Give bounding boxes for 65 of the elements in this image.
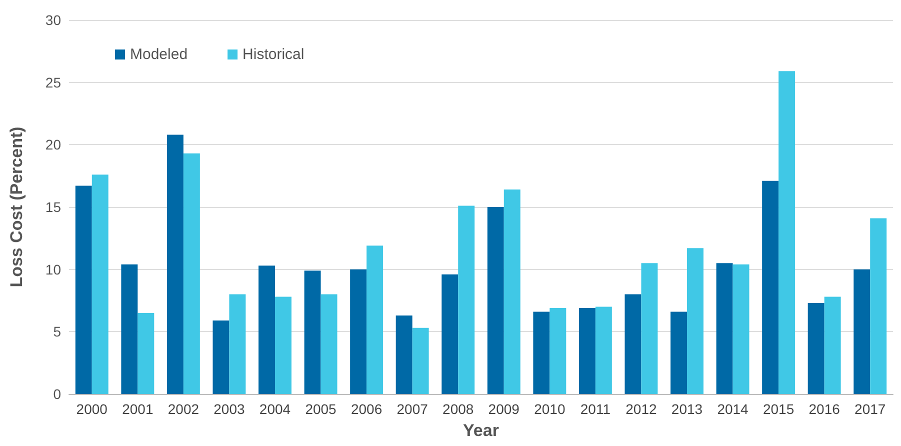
x-tick-label: 2004	[259, 401, 291, 417]
bar	[641, 263, 658, 394]
bar	[595, 306, 612, 394]
bar	[732, 264, 750, 394]
bar	[92, 174, 108, 394]
bar	[624, 294, 642, 394]
bar	[166, 134, 184, 394]
y-tick-label: 5	[53, 324, 62, 340]
bar	[442, 274, 458, 394]
bar	[716, 263, 733, 394]
bar	[304, 270, 321, 394]
y-tick-label: 25	[45, 74, 62, 90]
x-tick-label: 2009	[488, 401, 520, 417]
bar	[396, 315, 412, 394]
y-tick-label: 10	[45, 261, 62, 278]
bar	[854, 269, 870, 394]
x-tick-label: 2013	[671, 401, 703, 417]
bar	[320, 294, 338, 394]
x-axis-title: Year	[463, 421, 500, 440]
bar	[75, 186, 92, 394]
bar	[824, 296, 841, 394]
bar	[412, 328, 429, 394]
legend-label: Historical	[242, 46, 304, 63]
x-tick-label: 2006	[350, 401, 382, 417]
bar	[258, 266, 275, 394]
x-tick-label: 2012	[626, 401, 658, 417]
x-tick-label: 2017	[854, 401, 886, 417]
x-tick-label: 2007	[396, 401, 428, 417]
bar	[687, 248, 704, 394]
bar	[808, 302, 824, 394]
x-tick-label: 2002	[168, 401, 200, 417]
x-tick-label: 2016	[808, 401, 840, 417]
x-tick-label: 2003	[214, 401, 245, 417]
y-axis-title: Loss Cost (Percent)	[7, 126, 26, 288]
x-tick-label: 2008	[442, 401, 474, 417]
bar	[275, 296, 292, 394]
bar	[578, 308, 596, 394]
bar	[487, 207, 504, 394]
bar	[138, 312, 154, 394]
bar	[183, 153, 200, 394]
x-tick-label: 2001	[122, 401, 154, 417]
bar	[670, 312, 687, 394]
y-tick-label: 0	[53, 386, 62, 402]
x-tick-label: 2011	[580, 401, 611, 417]
y-tick-label: 30	[45, 12, 62, 28]
bar	[350, 269, 367, 394]
bar	[458, 206, 475, 394]
bar	[533, 312, 550, 394]
y-tick-label: 20	[45, 136, 62, 153]
bar	[550, 308, 566, 394]
x-tick-label: 2010	[534, 401, 566, 417]
bar	[870, 218, 887, 394]
bar	[762, 180, 779, 394]
x-tick-label: 2000	[76, 401, 108, 417]
bar	[229, 294, 246, 394]
bar	[121, 264, 138, 394]
x-tick-label: 2015	[762, 401, 794, 417]
bar	[366, 246, 384, 394]
x-tick-label: 2014	[717, 401, 749, 417]
bar	[212, 320, 230, 394]
bar	[778, 71, 796, 394]
x-tick-label: 2005	[305, 401, 337, 417]
legend-label: Modeled	[130, 46, 188, 63]
y-tick-label: 15	[45, 199, 62, 215]
bar	[504, 190, 520, 394]
